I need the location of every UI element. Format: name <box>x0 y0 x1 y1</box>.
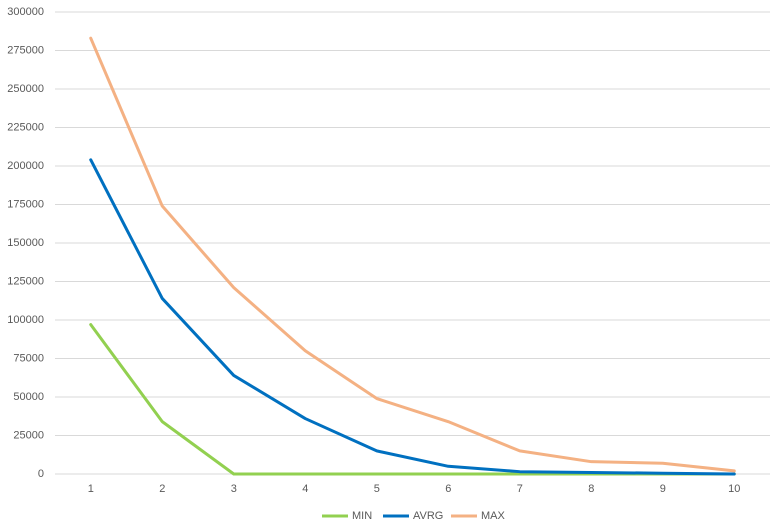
legend-label: MAX <box>481 510 506 522</box>
x-tick-label: 10 <box>728 483 740 495</box>
x-tick-label: 1 <box>88 483 94 495</box>
y-tick-label: 100000 <box>7 314 44 326</box>
x-tick-label: 4 <box>302 483 308 495</box>
y-tick-label: 175000 <box>7 198 44 210</box>
series-line <box>89 36 736 473</box>
y-tick-label: 125000 <box>7 275 44 287</box>
y-tick-label: 275000 <box>7 44 44 56</box>
x-tick-label: 8 <box>588 483 594 495</box>
legend-label: AVRG <box>413 510 443 522</box>
y-tick-label: 300000 <box>7 6 44 18</box>
y-tick-label: 150000 <box>7 237 44 249</box>
x-tick-label: 6 <box>445 483 451 495</box>
y-tick-label: 225000 <box>7 121 44 133</box>
y-tick-label: 50000 <box>13 391 44 403</box>
y-tick-label: 75000 <box>13 352 44 364</box>
series-line <box>89 158 736 476</box>
y-tick-label: 200000 <box>7 160 44 172</box>
x-tick-label: 3 <box>231 483 237 495</box>
y-tick-label: 25000 <box>13 429 44 441</box>
y-tick-label: 250000 <box>7 83 44 95</box>
y-tick-label: 0 <box>38 468 44 480</box>
series-line <box>89 323 736 476</box>
legend-label: MIN <box>352 510 372 522</box>
x-tick-label: 2 <box>159 483 165 495</box>
x-tick-label: 9 <box>660 483 666 495</box>
x-tick-label: 5 <box>374 483 380 495</box>
x-tick-label: 7 <box>517 483 523 495</box>
